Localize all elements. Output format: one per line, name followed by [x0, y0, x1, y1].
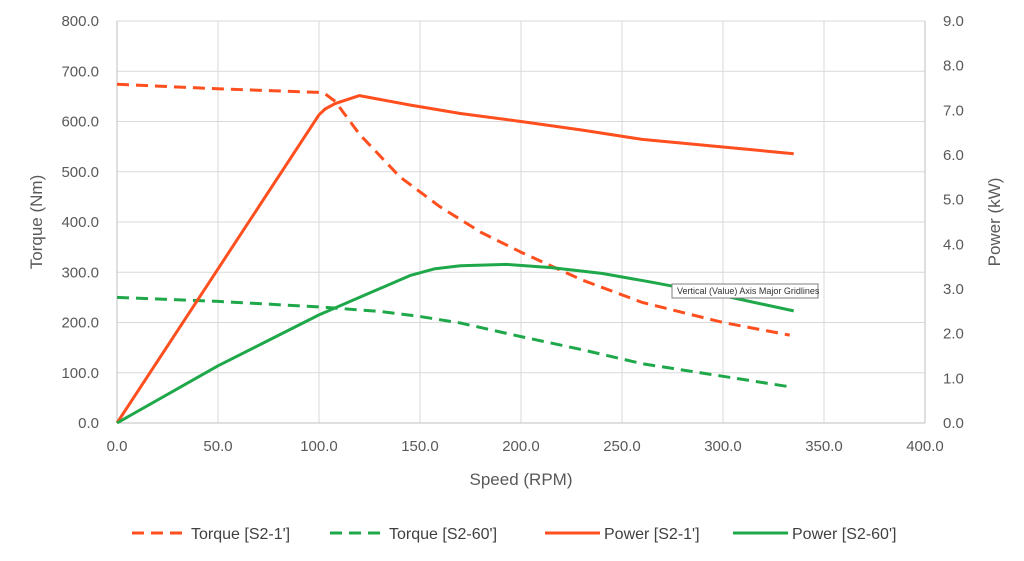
x-tick-label: 50.0 [203, 438, 232, 455]
x-tick-label: 400.0 [906, 438, 944, 455]
legend-label-2: Torque [S2-60'] [389, 526, 497, 543]
y2-tick-label: 3.0 [943, 281, 964, 298]
axes [116, 21, 926, 424]
y2-axis-ticks: 0.0 1.0 2.0 3.0 4.0 5.0 6.0 7.0 8.0 9.0 [943, 13, 964, 432]
y2-tick-label: 4.0 [943, 236, 964, 253]
x-tick-label: 250.0 [603, 438, 641, 455]
y2-tick-label: 7.0 [943, 102, 964, 119]
y-tick-label: 300.0 [61, 264, 99, 281]
y-tick-label: 800.0 [61, 13, 99, 30]
y-tick-label: 400.0 [61, 214, 99, 231]
series-line-2 [116, 295, 790, 389]
y-tick-label: 0.0 [78, 415, 99, 432]
x-tick-label: 100.0 [300, 438, 338, 455]
tooltip-text: Vertical (Value) Axis Major Gridlines [677, 286, 820, 296]
y2-tick-label: 2.0 [943, 326, 964, 343]
series-line-1 [116, 82, 790, 337]
legend: Torque [S2-1'] Torque [S2-60'] Power [S2-1… [132, 526, 896, 543]
y2-tick-label: 1.0 [943, 370, 964, 387]
series-line-3 [115, 94, 794, 424]
x-axis-title: Speed (RPM) [470, 470, 573, 489]
y-axis-title: Torque (Nm) [27, 175, 46, 269]
x-axis-ticks: 0.0 50.0 100.0 150.0 200.0 250.0 300.0 350.0 400… [107, 438, 944, 455]
y-tick-label: 700.0 [61, 63, 99, 80]
x-tick-label: 300.0 [704, 438, 742, 455]
x-tick-label: 200.0 [502, 438, 540, 455]
y-axis-ticks: 0.0 100.0 200.0 300.0 400.0 500.0 600.0 700.0 80… [61, 13, 99, 432]
y-tick-label: 200.0 [61, 315, 99, 332]
y2-tick-label: 0.0 [943, 415, 964, 432]
tooltip-box [671, 283, 819, 299]
gridlines[interactable] [116, 20, 926, 424]
legend-label-4: Power [S2-60'] [792, 526, 896, 543]
series-group [115, 82, 795, 425]
legend-label-3: Power [S2-1'] [604, 526, 700, 543]
y-tick-label: 500.0 [61, 164, 99, 181]
legend-label-1: Torque [S2-1'] [191, 526, 290, 543]
x-tick-label: 0.0 [107, 438, 128, 455]
gridlines-tooltip: Vertical (Value) Axis Major Gridlines [671, 283, 820, 299]
y2-tick-label: 8.0 [943, 58, 964, 75]
series-line-4 [116, 262, 795, 425]
y2-tick-label: 6.0 [943, 147, 964, 164]
y2-tick-label: 9.0 [943, 13, 964, 30]
x-tick-label: 150.0 [401, 438, 439, 455]
x-tick-label: 350.0 [805, 438, 843, 455]
y-tick-label: 600.0 [61, 114, 99, 131]
y-tick-label: 100.0 [61, 365, 99, 382]
y2-axis-title: Power (kW) [985, 178, 1004, 267]
y2-tick-label: 5.0 [943, 192, 964, 209]
